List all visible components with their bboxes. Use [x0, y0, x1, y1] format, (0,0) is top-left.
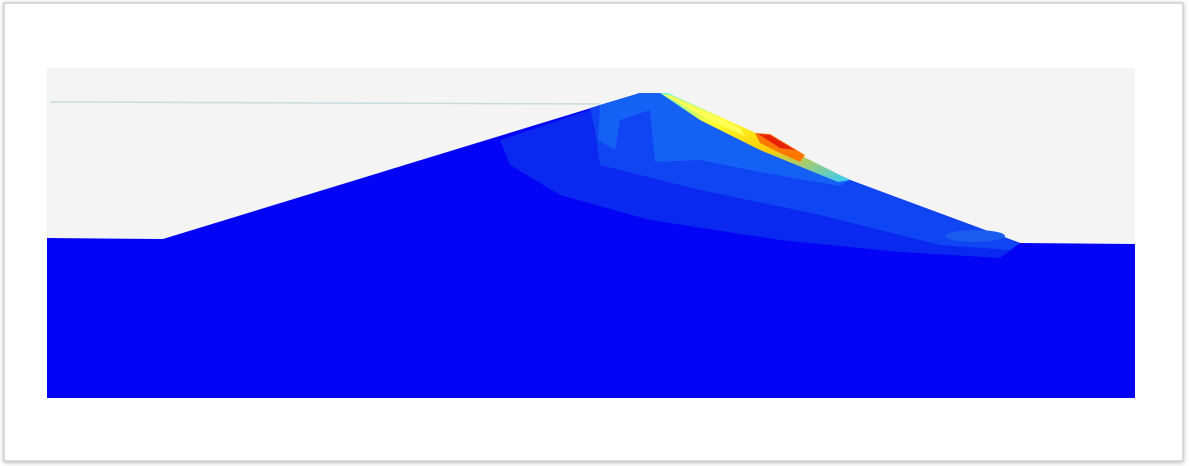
- hot-spot: [758, 134, 795, 150]
- contour-zone: [598, 93, 850, 186]
- water-line: [49, 101, 601, 105]
- hot-strip: [662, 94, 745, 136]
- dam-body: [47, 93, 1135, 398]
- contour-zone: [945, 230, 1005, 242]
